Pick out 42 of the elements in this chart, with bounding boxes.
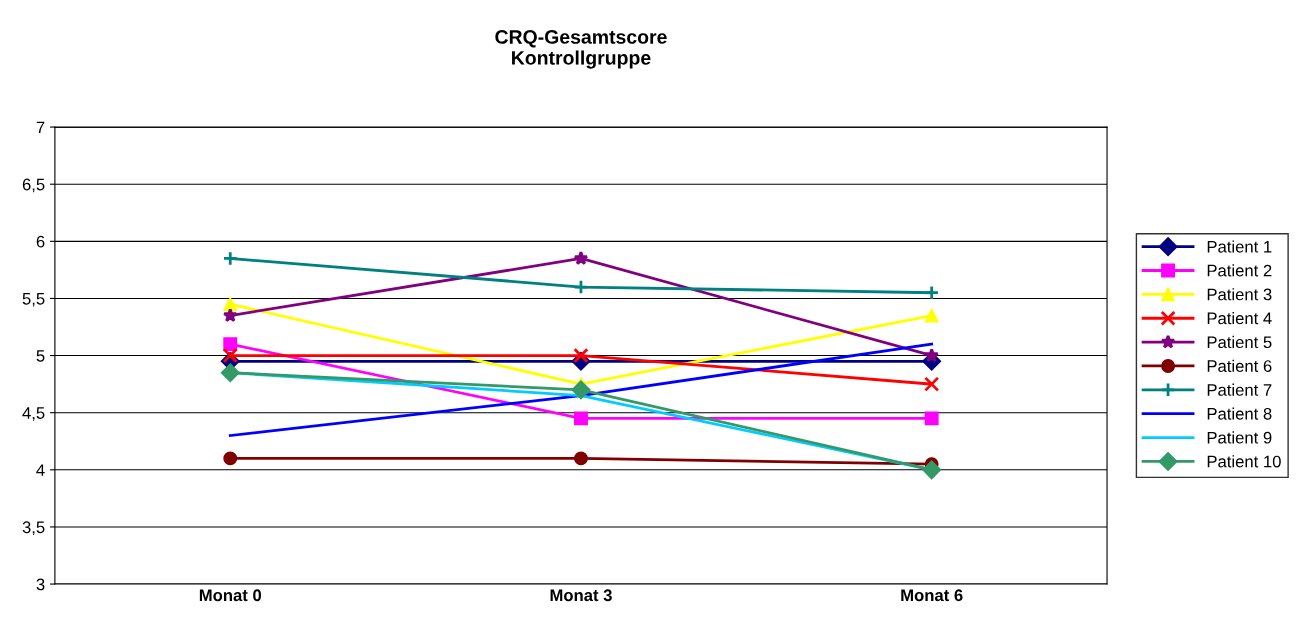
point — [573, 250, 589, 265]
legend-label: Patient 4 — [1207, 312, 1272, 325]
legend-label: Patient 1 — [1207, 240, 1272, 253]
x-tick-label: Monat 6 — [901, 589, 963, 602]
y-tick-label: 3,5 — [22, 521, 45, 536]
y-tick-label: 5,5 — [22, 293, 45, 307]
point — [922, 460, 942, 480]
y-tick-label: 5 — [36, 350, 45, 362]
point — [924, 308, 939, 323]
point — [223, 337, 238, 352]
point — [924, 411, 939, 426]
point — [924, 376, 940, 392]
y-tick-label: 3 — [36, 578, 45, 591]
y-tick-label: 7 — [36, 121, 45, 134]
legend-label: Patient 3 — [1207, 288, 1272, 301]
legend-label: Patient 2 — [1207, 264, 1272, 277]
point — [571, 380, 591, 400]
point — [574, 451, 588, 466]
y-tick-label: 6 — [36, 235, 45, 248]
point — [573, 347, 589, 364]
legend-label: Patient 8 — [1207, 407, 1272, 420]
chart-title: CRQ-Gesamtscore Kontrollgruppe — [495, 30, 667, 69]
point — [222, 250, 238, 267]
x-tick-label: Monat 3 — [550, 589, 612, 602]
point — [924, 285, 940, 301]
point — [574, 411, 588, 426]
legend-label: Patient 10 — [1207, 455, 1281, 468]
legend-label: Patient 7 — [1207, 383, 1272, 396]
point — [223, 451, 238, 466]
point — [924, 347, 940, 363]
point — [220, 363, 240, 383]
y-tick-label: 4 — [36, 464, 45, 476]
point — [573, 279, 589, 295]
legend-label: Patient 6 — [1207, 359, 1272, 372]
y-tick-label: 6,5 — [22, 178, 45, 193]
legend-label: Patient 9 — [1207, 431, 1272, 444]
legend-label: Patient 5 — [1207, 335, 1272, 349]
point — [223, 297, 238, 312]
point — [222, 347, 238, 364]
y-tick-label: 4,5 — [22, 407, 45, 421]
point — [222, 307, 238, 323]
x-tick-label: Monat 0 — [199, 589, 262, 602]
